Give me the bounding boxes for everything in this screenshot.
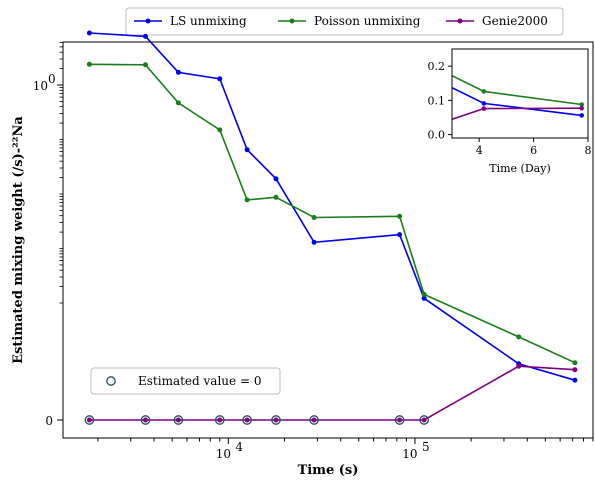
legend-marker-genie <box>457 18 463 24</box>
legend-label-poisson: Poisson unmixing <box>314 14 421 28</box>
zero-marker <box>309 415 319 425</box>
point-genie2000 <box>516 363 522 369</box>
point-poisson-unmixing <box>311 215 317 220</box>
y-tick-label: 0 <box>45 414 53 428</box>
y-tick-label: 10 <box>33 79 48 93</box>
x-tick-label: 10 <box>402 447 417 461</box>
legend-label-ls: LS unmixing <box>170 14 247 28</box>
legend-label-genie: Genie2000 <box>482 14 548 28</box>
zero-legend: Estimated value = 0 <box>90 367 281 395</box>
x-tick-exponent: 4 <box>235 440 243 454</box>
zero-marker <box>214 415 225 425</box>
point-genie2000 <box>273 417 279 423</box>
point-ls-unmixing <box>244 147 250 153</box>
x-tick-label: 10 <box>216 447 231 461</box>
point-ls-unmixing <box>175 69 181 75</box>
inset-x-tick-label: 8 <box>585 144 592 157</box>
x-axis-ticks: 10 4 10 5 <box>97 438 594 461</box>
inset-point-ls-unmixing <box>579 113 584 118</box>
point-poisson-unmixing <box>175 100 181 106</box>
zero-marker <box>242 415 252 425</box>
point-ls-unmixing <box>273 176 279 182</box>
point-poisson-unmixing <box>516 334 522 340</box>
zero-legend-label: Estimated value = 0 <box>138 374 261 388</box>
point-ls-unmixing <box>217 76 223 82</box>
zero-marker <box>173 415 184 425</box>
y-axis-ticks: 010 0 <box>33 42 63 428</box>
point-genie2000 <box>311 417 317 423</box>
legend: LS unmixing Poisson unmixing Genie2000 <box>125 7 564 36</box>
point-genie2000 <box>217 417 223 423</box>
zero-marker <box>140 415 151 425</box>
point-ls-unmixing <box>421 295 427 301</box>
legend-box <box>125 7 564 36</box>
point-genie2000 <box>244 417 250 423</box>
point-poisson-unmixing <box>217 127 223 133</box>
inset-x-tick-label: 4 <box>476 144 483 157</box>
legend-entry-genie: Genie2000 <box>446 14 548 28</box>
inset-y-tick-label: 0.2 <box>428 60 446 73</box>
legend-entry-poisson: Poisson unmixing <box>278 14 421 28</box>
inset-background <box>452 49 588 138</box>
point-genie2000 <box>397 417 403 423</box>
zero-marker <box>271 415 281 425</box>
zero-legend-box <box>90 367 281 395</box>
point-ls-unmixing <box>143 33 148 39</box>
y-axis-label: Estimated mixing weight (/s)-²²Na <box>11 116 26 364</box>
inset-y-tick-label: 0.1 <box>428 94 446 107</box>
inset-series-lines <box>451 74 584 120</box>
x-axis-label: Time (s) <box>298 463 359 478</box>
point-ls-unmixing <box>86 30 92 36</box>
inset-x-tick-label: 6 <box>530 144 537 157</box>
x-tick-exponent: 5 <box>422 440 430 454</box>
main-series-lines <box>86 30 578 423</box>
inset-x-label: Time (Day) <box>489 162 550 175</box>
point-genie2000 <box>86 417 92 423</box>
point-poisson-unmixing <box>244 197 250 203</box>
point-genie2000 <box>572 367 578 373</box>
y-tick-exponent: 0 <box>48 72 56 86</box>
inset-point-poisson-unmixing <box>579 102 584 107</box>
point-genie2000 <box>175 417 181 423</box>
legend-marker-ls <box>145 18 151 24</box>
inset-point-genie2000 <box>579 105 584 111</box>
inset-point-ls-unmixing <box>481 101 487 106</box>
inset-point-poisson-unmixing <box>481 89 487 94</box>
inset-y-ticks: 0.0 0.1 0.2 <box>428 60 452 142</box>
legend-entry-ls: LS unmixing <box>134 14 247 28</box>
zero-markers <box>84 415 429 425</box>
zero-marker <box>394 415 405 425</box>
inset-frame <box>451 48 589 139</box>
point-poisson-unmixing <box>421 291 427 297</box>
main-plot-frame <box>62 41 594 439</box>
point-ls-unmixing <box>311 239 317 245</box>
point-poisson-unmixing <box>143 62 148 68</box>
zero-marker <box>84 415 95 425</box>
point-poisson-unmixing <box>397 213 403 219</box>
zero-legend-marker <box>106 376 116 386</box>
inset-chart: 4 6 8 0.0 0.1 0.2 Time (Day) <box>428 48 592 175</box>
point-ls-unmixing <box>397 232 403 238</box>
legend-marker-poisson <box>289 18 295 24</box>
point-ls-unmixing <box>572 377 578 383</box>
point-poisson-unmixing <box>572 360 578 366</box>
zero-marker <box>419 415 429 425</box>
point-genie2000 <box>143 417 148 423</box>
point-poisson-unmixing <box>86 61 92 67</box>
inset-x-ticks: 4 6 8 <box>476 138 592 157</box>
inset-y-tick-label: 0.0 <box>428 129 446 142</box>
point-genie2000 <box>421 417 427 423</box>
inset-point-genie2000 <box>481 106 487 111</box>
point-poisson-unmixing <box>273 194 279 200</box>
